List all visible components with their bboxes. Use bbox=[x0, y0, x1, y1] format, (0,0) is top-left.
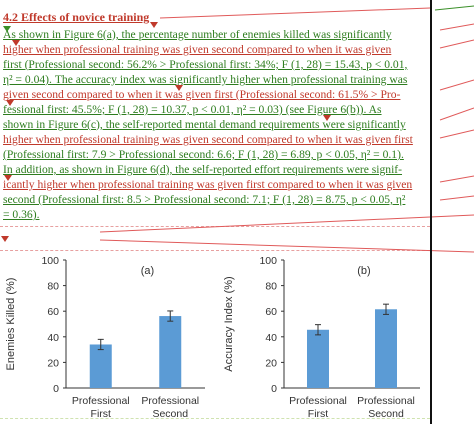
section-number: 4.2 bbox=[3, 10, 18, 24]
y-tick-label: 100 bbox=[259, 255, 277, 267]
y-tick-label: 20 bbox=[47, 357, 59, 369]
y-tick-label: 40 bbox=[265, 332, 277, 344]
paragraph-line[interactable]: higher when professional training was gi… bbox=[3, 43, 392, 56]
y-tick-label: 0 bbox=[271, 383, 277, 395]
paragraph-line[interactable]: = 0.36). bbox=[3, 208, 40, 221]
x-tick-label: First bbox=[308, 408, 328, 420]
insertion-caret-icon[interactable] bbox=[323, 115, 331, 121]
tracking-divider bbox=[0, 250, 430, 251]
paragraph-line[interactable]: (Professional first: 7.9 > Professional … bbox=[3, 148, 404, 161]
insertion-caret-icon[interactable] bbox=[150, 22, 158, 28]
chart-enemies-killed: Enemies Killed (%) 0 20 40 60 80 100 (a) Profess… bbox=[5, 255, 205, 420]
insertion-caret-icon[interactable] bbox=[4, 175, 12, 181]
bar bbox=[89, 344, 112, 388]
bar bbox=[159, 316, 182, 388]
x-tick-label: First bbox=[91, 408, 111, 420]
section-heading: 4.2 Effects of novice training bbox=[3, 10, 149, 25]
insertion-caret-icon[interactable] bbox=[6, 100, 14, 106]
paragraph-line[interactable]: In addition, as shown in Figure 6(d), th… bbox=[3, 163, 403, 176]
bar bbox=[375, 309, 397, 388]
tracking-divider bbox=[0, 418, 430, 419]
x-tick-label: Professional bbox=[141, 395, 199, 407]
chart-title: (b) bbox=[357, 265, 370, 277]
paragraph-line[interactable]: shown in Figure 6(c), the self-reported … bbox=[3, 118, 406, 131]
y-axis-label: Enemies Killed (%) bbox=[5, 278, 17, 371]
bar bbox=[307, 329, 329, 388]
insertion-caret-icon[interactable] bbox=[3, 26, 11, 32]
y-tick-label: 60 bbox=[47, 306, 59, 318]
paragraph-line[interactable]: higher when professional training was gi… bbox=[3, 133, 413, 146]
paragraph-line[interactable]: given second compared to when it was giv… bbox=[3, 88, 401, 101]
chart-title: (a) bbox=[141, 265, 154, 277]
x-tick-label: Professional bbox=[289, 395, 347, 407]
paragraph-line[interactable]: second (Professional first: 8.5 > Profes… bbox=[3, 193, 406, 206]
y-tick-label: 40 bbox=[47, 332, 59, 344]
insertion-caret-icon[interactable] bbox=[175, 85, 183, 91]
paragraph-line[interactable]: icantly higher when professional trainin… bbox=[3, 178, 413, 191]
paragraph-line[interactable]: η² = 0.04). The accuracy index was signi… bbox=[3, 73, 408, 86]
y-tick-label: 0 bbox=[53, 383, 59, 395]
y-axis-label: Accuracy Index (%) bbox=[223, 276, 235, 371]
x-tick-label: Second bbox=[368, 408, 404, 420]
insertion-caret-icon[interactable] bbox=[12, 40, 20, 46]
insertion-caret-icon[interactable] bbox=[1, 236, 9, 242]
x-tick-label: Professional bbox=[357, 395, 415, 407]
x-tick-label: Professional bbox=[72, 395, 130, 407]
y-tick-label: 80 bbox=[265, 281, 277, 293]
y-tick-label: 20 bbox=[265, 357, 277, 369]
x-tick-label: Second bbox=[152, 408, 188, 420]
markup-pane-border bbox=[430, 0, 432, 424]
paragraph-line[interactable]: first (Professional second: 56.2% > Prof… bbox=[3, 58, 408, 71]
section-title: Effects of novice training bbox=[21, 10, 150, 24]
y-tick-label: 100 bbox=[41, 255, 59, 267]
paragraph-line[interactable]: As shown in Figure 6(a), the percentage … bbox=[3, 28, 392, 41]
y-tick-label: 60 bbox=[265, 306, 277, 318]
paragraph-line[interactable]: fessional first: 45.5%; F (1, 28) = 10.3… bbox=[3, 103, 382, 116]
chart-accuracy-index: Accuracy Index (%) 0 20 40 60 80 100 (b) Profess… bbox=[223, 255, 420, 420]
y-tick-label: 80 bbox=[47, 281, 59, 293]
